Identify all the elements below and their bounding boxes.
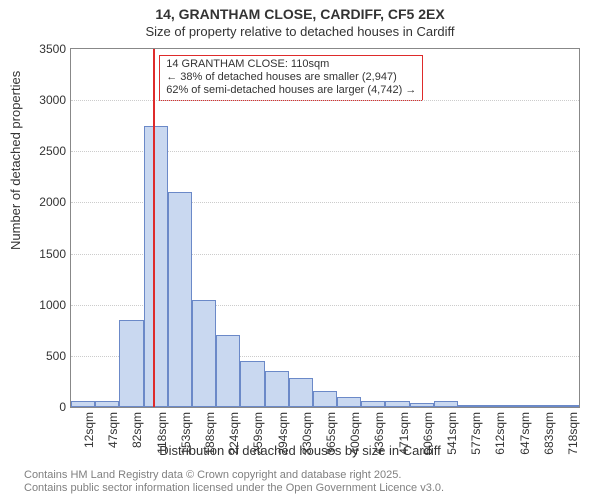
xtick-label: 365sqm: [324, 412, 338, 462]
histogram-bar: [313, 391, 337, 407]
histogram-bar: [71, 401, 95, 407]
xtick-label: 188sqm: [203, 412, 217, 462]
plot-area: 14 GRANTHAM CLOSE: 110sqm ← 38% of detac…: [70, 48, 580, 408]
ytick-label: 2000: [26, 195, 66, 209]
xtick-label: 647sqm: [518, 412, 532, 462]
xtick-label: 259sqm: [251, 412, 265, 462]
histogram-bar: [555, 405, 579, 407]
xtick-label: 400sqm: [348, 412, 362, 462]
histogram-bar: [434, 401, 458, 407]
histogram-bar: [531, 405, 555, 407]
histogram-bar: [410, 403, 434, 407]
attribution-footer: Contains HM Land Registry data © Crown c…: [24, 469, 444, 497]
xtick-label: 330sqm: [300, 412, 314, 462]
xtick-label: 436sqm: [372, 412, 386, 462]
histogram-bar: [240, 361, 264, 407]
callout-box: 14 GRANTHAM CLOSE: 110sqm ← 38% of detac…: [159, 55, 423, 101]
y-axis-label: Number of detached properties: [8, 71, 23, 250]
histogram-bar: [361, 401, 385, 407]
xtick-label: 718sqm: [566, 412, 580, 462]
ytick-label: 0: [26, 400, 66, 414]
footer-line-1: Contains HM Land Registry data © Crown c…: [24, 469, 444, 483]
property-marker-line: [153, 49, 155, 407]
callout-line-1: 14 GRANTHAM CLOSE: 110sqm: [166, 58, 416, 71]
chart-subtitle: Size of property relative to detached ho…: [0, 24, 600, 39]
xtick-label: 683sqm: [542, 412, 556, 462]
chart-title: 14, GRANTHAM CLOSE, CARDIFF, CF5 2EX: [0, 6, 600, 22]
xtick-label: 47sqm: [106, 412, 120, 462]
histogram-bar: [458, 405, 482, 407]
ytick-label: 2500: [26, 144, 66, 158]
xtick-label: 224sqm: [227, 412, 241, 462]
footer-line-2: Contains public sector information licen…: [24, 482, 444, 496]
xtick-label: 471sqm: [397, 412, 411, 462]
xtick-label: 118sqm: [155, 412, 169, 462]
histogram-bar: [289, 378, 313, 407]
callout-line-3: 62% of semi-detached houses are larger (…: [166, 84, 416, 97]
histogram-bar: [337, 397, 361, 407]
histogram-bar: [95, 401, 119, 407]
histogram-bar: [385, 401, 409, 407]
xtick-label: 506sqm: [421, 412, 435, 462]
histogram-bar: [119, 320, 143, 407]
ytick-label: 3500: [26, 42, 66, 56]
ytick-label: 500: [26, 349, 66, 363]
histogram-bar: [192, 300, 216, 407]
xtick-label: 577sqm: [469, 412, 483, 462]
chart-container: 14, GRANTHAM CLOSE, CARDIFF, CF5 2EX Siz…: [0, 0, 600, 500]
ytick-label: 3000: [26, 93, 66, 107]
xtick-label: 612sqm: [493, 412, 507, 462]
xtick-label: 153sqm: [179, 412, 193, 462]
histogram-bar: [168, 192, 192, 407]
xtick-label: 294sqm: [276, 412, 290, 462]
ytick-label: 1500: [26, 247, 66, 261]
gridline-h: [71, 100, 579, 101]
histogram-bar: [506, 405, 530, 407]
histogram-bar: [265, 371, 289, 407]
xtick-label: 12sqm: [82, 412, 96, 462]
histogram-bar: [144, 126, 168, 407]
histogram-bar: [216, 335, 240, 407]
xtick-label: 82sqm: [130, 412, 144, 462]
xtick-label: 541sqm: [445, 412, 459, 462]
ytick-label: 1000: [26, 298, 66, 312]
histogram-bar: [482, 405, 506, 407]
callout-line-2: ← 38% of detached houses are smaller (2,…: [166, 71, 416, 84]
